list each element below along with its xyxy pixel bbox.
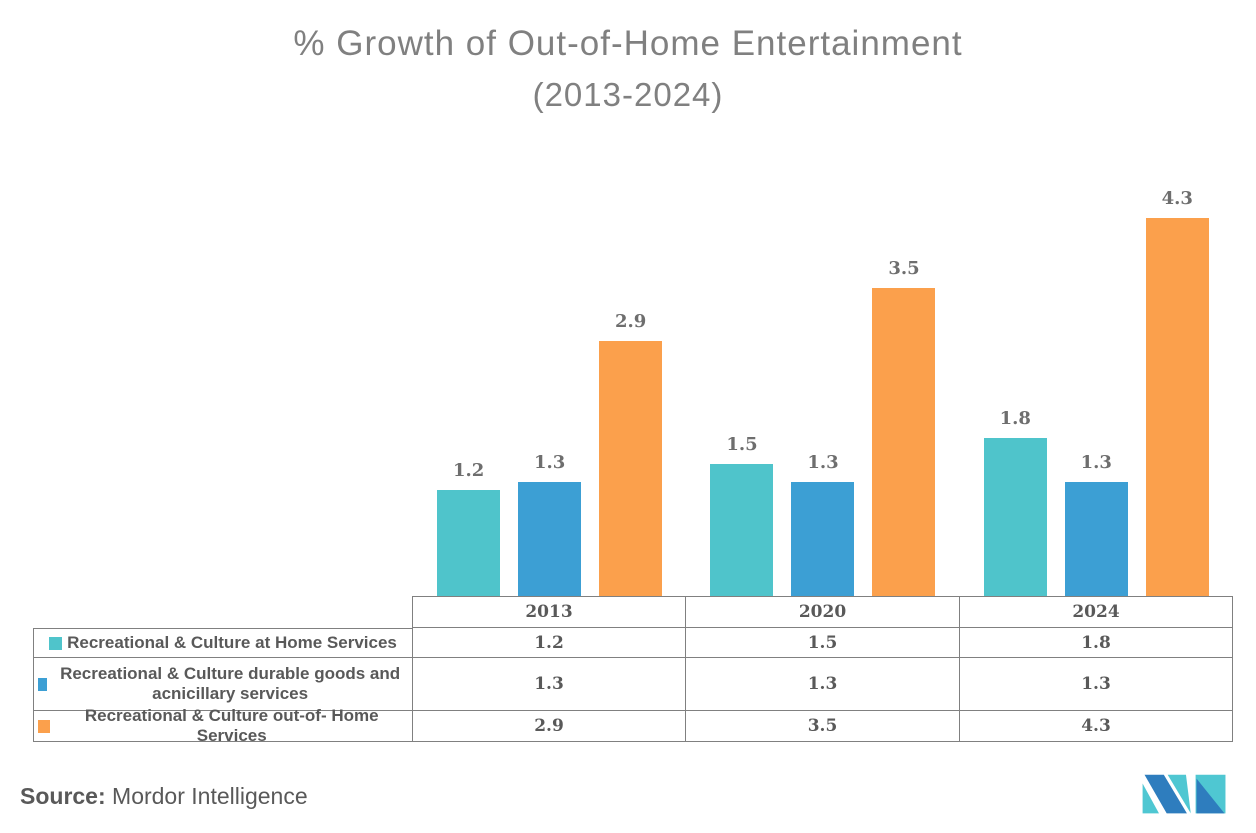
chart-title-line1: % Growth of Out-of-Home Entertainment <box>293 24 963 63</box>
mordor-intelligence-logo-icon <box>1142 774 1226 814</box>
bar-out-of-home-2020: 3.5 <box>872 258 936 596</box>
bar <box>983 438 1047 596</box>
legend-swatch-orange <box>38 719 51 733</box>
bar-out-of-home-2024: 4.3 <box>1145 188 1209 596</box>
series-name: Recreational & Culture at Home Services <box>67 633 397 653</box>
bar-out-of-home-2013: 2.9 <box>599 311 663 596</box>
table-row-label-durable-goods: Recreational & Culture durable goods and… <box>33 658 413 711</box>
legend-swatch-teal <box>49 636 63 650</box>
table-value: 1.2 <box>413 628 686 658</box>
bar-group-2020: 1.5 1.3 3.5 <box>686 0 959 596</box>
table-header-2020: 2020 <box>686 596 960 628</box>
table-value: 2.9 <box>413 711 686 742</box>
table-corner-cell <box>33 596 413 628</box>
data-label: 2.9 <box>614 311 647 332</box>
bar <box>437 490 501 596</box>
chart-title-line2: (2013-2024) <box>532 76 724 113</box>
data-table: 2013 2020 2024 Recreational & Culture at… <box>33 596 1233 745</box>
table-row-label-home-services: Recreational & Culture at Home Services <box>33 628 413 658</box>
series-name: Recreational & Culture out-of- Home Serv… <box>84 706 379 745</box>
series-name: Recreational & Culture durable goods and… <box>60 664 401 703</box>
bar <box>518 482 582 596</box>
table-value: 1.3 <box>686 658 960 711</box>
bar-durable-goods-2013: 1.3 <box>518 452 582 596</box>
source-text: Mordor Intelligence <box>112 783 308 809</box>
data-label: 1.3 <box>1080 452 1112 473</box>
bar-home-services-2013: 1.2 <box>437 460 501 596</box>
bar-group-2024: 1.8 1.3 4.3 <box>960 0 1233 596</box>
data-label: 1.8 <box>999 408 1031 429</box>
table-value: 1.3 <box>960 658 1233 711</box>
data-label: 4.3 <box>1161 188 1193 209</box>
table-header-2024: 2024 <box>960 596 1233 628</box>
bar <box>710 464 774 596</box>
data-label: 1.3 <box>533 452 566 473</box>
table-row-label-out-of-home: Recreational & Culture out-of- Home Serv… <box>33 706 413 745</box>
bar-chart: 1.2 1.3 2.9 1.5 1.3 3.5 <box>413 0 1233 596</box>
bar-home-services-2024: 1.8 <box>983 408 1047 596</box>
data-label: 1.3 <box>807 452 839 473</box>
data-label: 1.5 <box>726 434 758 455</box>
bar <box>872 288 936 596</box>
table-value: 1.3 <box>413 658 686 711</box>
bar <box>1145 218 1209 596</box>
legend-swatch-blue <box>38 677 48 691</box>
bar <box>791 482 855 596</box>
bar-durable-goods-2020: 1.3 <box>791 452 855 596</box>
table-header-2013: 2013 <box>413 596 686 628</box>
bar-durable-goods-2024: 1.3 <box>1064 452 1128 596</box>
table-value: 3.5 <box>686 711 960 742</box>
bar-group-2013: 1.2 1.3 2.9 <box>413 0 686 596</box>
data-label: 1.2 <box>452 460 485 481</box>
table-value: 1.5 <box>686 628 960 658</box>
bar-home-services-2020: 1.5 <box>710 434 774 596</box>
source-line: Source: Mordor Intelligence <box>20 783 308 810</box>
source-label: Source: <box>20 783 106 809</box>
chart-title: % Growth of Out-of-Home Entertainment (2… <box>0 24 1256 114</box>
table-value: 1.8 <box>960 628 1233 658</box>
data-label: 3.5 <box>888 258 920 279</box>
table-value: 4.3 <box>960 711 1233 742</box>
bar <box>1064 482 1128 596</box>
bar <box>599 341 663 596</box>
